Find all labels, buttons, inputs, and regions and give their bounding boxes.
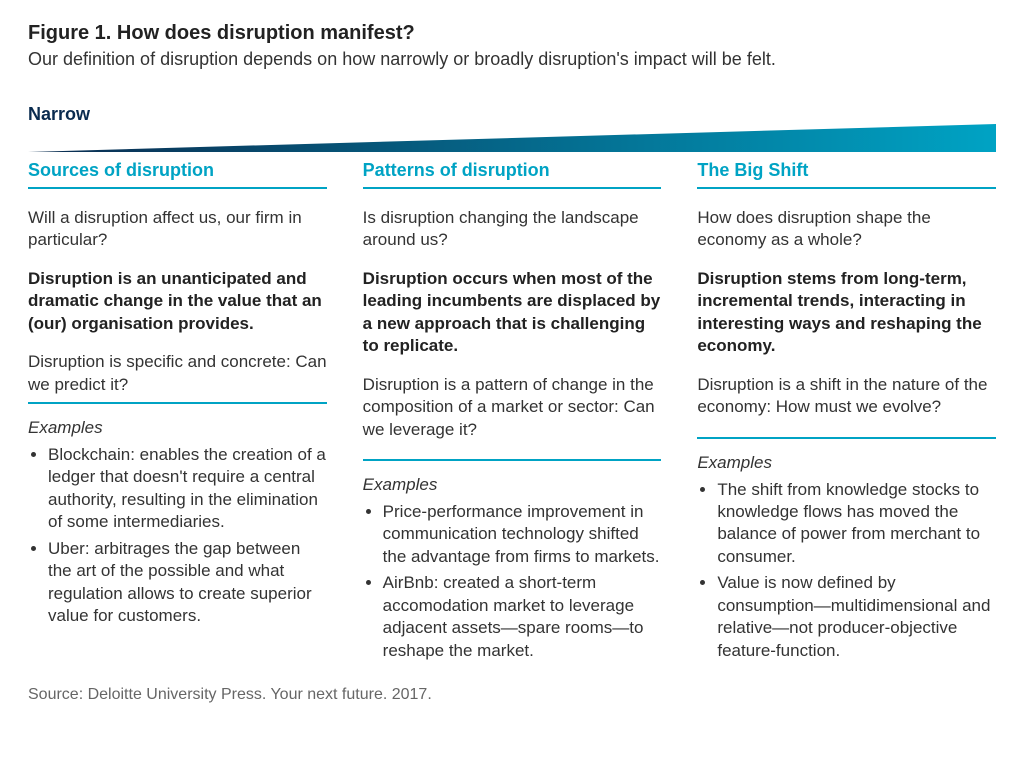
- column-followup: Disruption is a shift in the nature of t…: [697, 374, 996, 419]
- spectrum-wedge: Narrow Broad: [28, 104, 996, 150]
- column-definition: Disruption stems from long-term, increme…: [697, 268, 996, 358]
- column-question: How does disruption shape the economy as…: [697, 207, 996, 252]
- column-question: Is disruption changing the landscape aro…: [363, 207, 662, 252]
- example-item: The shift from knowledge stocks to knowl…: [717, 479, 996, 569]
- examples-label: Examples: [28, 418, 327, 438]
- examples-rule: [28, 402, 327, 404]
- source-citation: Source: Deloitte University Press. Your …: [28, 686, 996, 704]
- example-item: Price-performance improvement in communi…: [383, 501, 662, 568]
- column-heading: The Big Shift: [697, 160, 996, 187]
- examples-list: Blockchain: enables the creation of a le…: [28, 444, 327, 628]
- column-definition: Disruption is an unanticipated and drama…: [28, 268, 327, 335]
- column-followup: Disruption is specific and concrete: Can…: [28, 351, 327, 396]
- heading-rule: [28, 187, 327, 189]
- examples-label: Examples: [363, 475, 662, 495]
- columns-container: Sources of disruption Will a disruption a…: [28, 160, 996, 666]
- example-item: Value is now defined by consumption—mult…: [717, 572, 996, 662]
- heading-rule: [697, 187, 996, 189]
- wedge-label-narrow: Narrow: [28, 104, 90, 125]
- example-item: AirBnb: created a short-term accomodatio…: [383, 572, 662, 662]
- example-item: Blockchain: enables the creation of a le…: [48, 444, 327, 534]
- column-1: Patterns of disruption Is disruption chan…: [363, 160, 662, 666]
- examples-list: The shift from knowledge stocks to knowl…: [697, 479, 996, 663]
- column-0: Sources of disruption Will a disruption a…: [28, 160, 327, 666]
- column-followup: Disruption is a pattern of change in the…: [363, 374, 662, 441]
- examples-rule: [363, 459, 662, 461]
- figure-title: Figure 1. How does disruption manifest?: [28, 22, 996, 45]
- column-definition: Disruption occurs when most of the leadi…: [363, 268, 662, 358]
- column-2: The Big Shift How does disruption shape t…: [697, 160, 996, 666]
- column-question: Will a disruption affect us, our firm in…: [28, 207, 327, 252]
- examples-label: Examples: [697, 453, 996, 473]
- examples-rule: [697, 437, 996, 439]
- wedge-graphic: [28, 124, 996, 152]
- examples-list: Price-performance improvement in communi…: [363, 501, 662, 662]
- column-heading: Sources of disruption: [28, 160, 327, 187]
- figure-subtitle: Our definition of disruption depends on …: [28, 49, 996, 70]
- example-item: Uber: arbitrages the gap between the art…: [48, 538, 327, 628]
- column-heading: Patterns of disruption: [363, 160, 662, 187]
- heading-rule: [363, 187, 662, 189]
- wedge-label-broad: Broad: [936, 106, 988, 127]
